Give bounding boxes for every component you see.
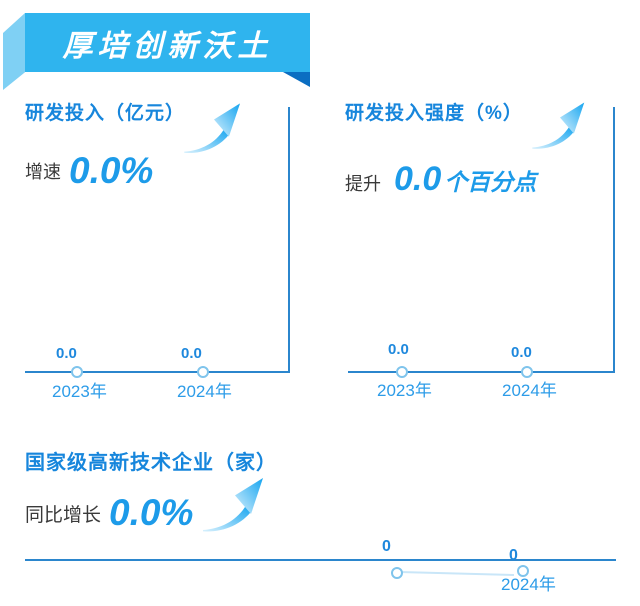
x-axis-label-2024: 2024年	[177, 382, 232, 401]
banner-title: 厚培创新沃土	[62, 29, 273, 63]
x-axis-label-2023: 2023年	[52, 382, 107, 401]
panel-title-hightech-enterprises: 国家级高新技术企业（家）	[25, 452, 277, 474]
data-line-segment	[399, 571, 514, 576]
metric-yoy-growth: 同比增长 0.0%	[25, 492, 193, 534]
data-point-marker	[521, 366, 533, 378]
metric-label: 增速	[25, 162, 61, 182]
metric-rnd-growth: 增速 0.0%	[25, 150, 153, 192]
x-axis-label-2023: 2023年	[377, 381, 432, 400]
ribbon-left-fold	[3, 13, 25, 90]
growth-arrow-icon	[184, 103, 241, 154]
growth-arrow-icon	[532, 102, 585, 149]
metric-label: 提升	[345, 174, 381, 194]
x-axis-label-2024: 2024年	[501, 575, 556, 594]
data-point-value: 0.0	[511, 344, 532, 361]
metric-intensity-increase: 提升 0.0 个百分点	[345, 160, 536, 199]
data-point-value: 0	[382, 538, 391, 555]
data-point-value: 0	[509, 547, 518, 564]
panel-title-rnd-intensity: 研发投入强度（%）	[345, 103, 523, 124]
metric-value-suffix: 个百分点	[444, 169, 537, 195]
metric-value: 0.0%	[109, 492, 194, 533]
chart-axis-hightech	[25, 559, 616, 561]
data-point-marker	[71, 366, 83, 378]
data-point-marker	[396, 366, 408, 378]
chart-axis-rnd-investment	[25, 107, 290, 373]
data-point-value: 0.0	[56, 345, 77, 362]
data-point-marker	[391, 567, 403, 579]
data-point-marker	[517, 565, 529, 577]
chart-axis-rnd-intensity	[348, 107, 615, 373]
data-point-value: 0.0	[181, 345, 202, 362]
panel-title-rnd-investment: 研发投入（亿元）	[25, 103, 186, 124]
metric-value: 0.0	[394, 160, 442, 198]
data-point-marker	[197, 366, 209, 378]
data-point-value: 0.0	[388, 341, 409, 358]
section-banner: 厚培创新沃土	[25, 13, 310, 72]
metric-value: 0.0%	[69, 150, 154, 191]
ribbon-right-fold	[283, 72, 310, 87]
metric-label: 同比增长	[25, 504, 102, 526]
growth-arrow-icon	[203, 478, 263, 532]
x-axis-label-2024: 2024年	[502, 381, 557, 400]
